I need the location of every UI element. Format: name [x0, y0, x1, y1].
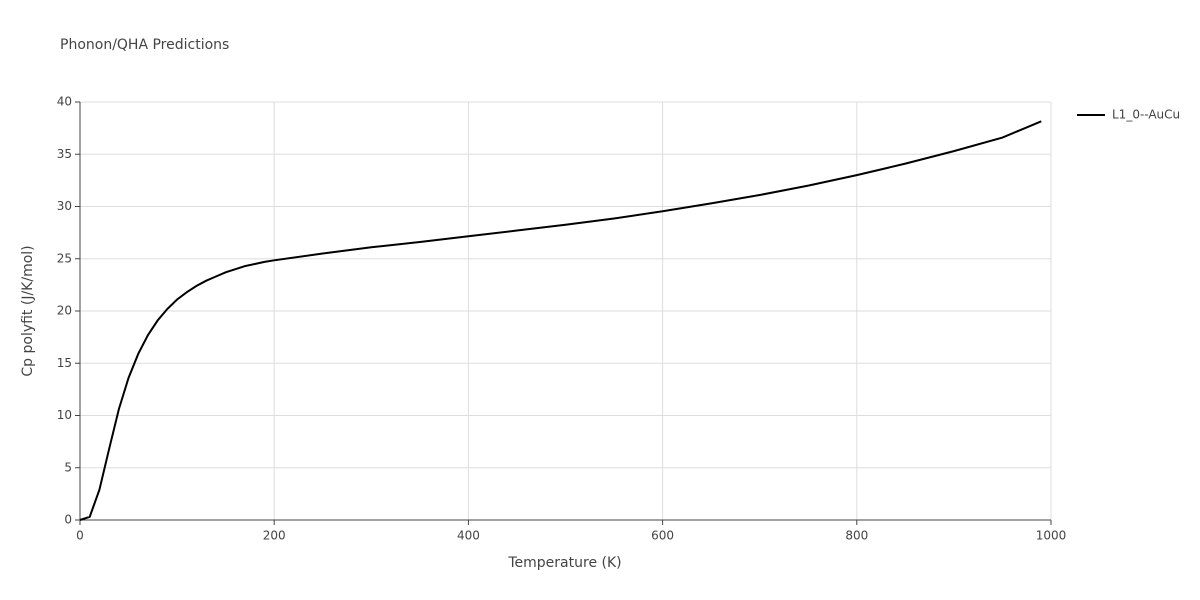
x-tick-label: 200 [263, 529, 286, 543]
y-tick-label: 10 [57, 408, 72, 422]
y-tick-label: 25 [57, 251, 72, 265]
y-tick-label: 40 [57, 95, 72, 109]
x-tick-label: 800 [845, 529, 868, 543]
chart-title: Phonon/QHA Predictions [60, 37, 229, 53]
x-tick-label: 600 [651, 529, 674, 543]
line-series [79, 120, 1042, 521]
y-tick-label: 35 [57, 147, 72, 161]
x-tick-label: 0 [76, 529, 84, 543]
y-axis-title: Cp polyfit (J/K/mol) [20, 245, 36, 376]
x-axis-title: Temperature (K) [507, 555, 621, 571]
y-tick-label: 0 [64, 513, 72, 527]
y-tick-label: 30 [57, 199, 72, 213]
y-tick-label: 20 [57, 304, 72, 318]
x-tick-label: 400 [457, 529, 480, 543]
x-tick-label: 1000 [1036, 529, 1067, 543]
y-tick-label: 15 [57, 356, 72, 370]
y-tick-label: 5 [64, 460, 72, 474]
legend-label: L1_0--AuCu [1112, 108, 1180, 122]
